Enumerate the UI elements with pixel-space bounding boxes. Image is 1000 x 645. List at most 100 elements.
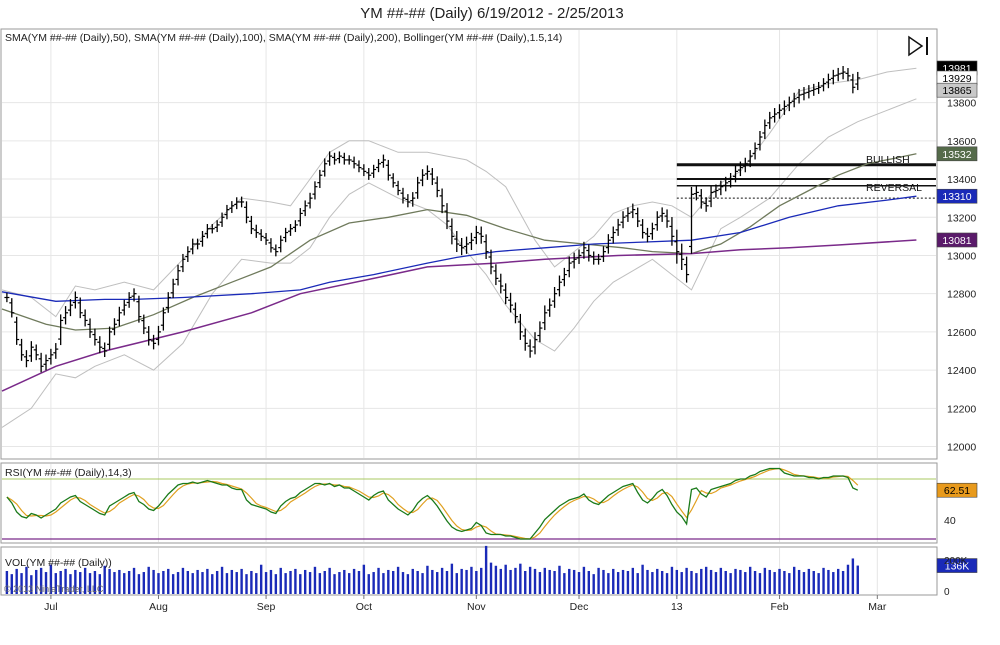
volume-bar (592, 574, 595, 594)
volume-bar (709, 569, 713, 594)
volume-bar (54, 573, 57, 594)
volume-bar (15, 568, 18, 594)
volume-bar (108, 568, 111, 594)
price-bar (415, 176, 421, 199)
price-bar (600, 246, 606, 262)
price-bar (796, 88, 802, 104)
price-bar (263, 233, 269, 245)
volume-bar (651, 572, 654, 594)
volume-bar (279, 567, 282, 594)
price-bar (737, 161, 743, 177)
price-bar (190, 238, 196, 255)
price-bar (312, 181, 318, 200)
price-tick-label: 13400 (947, 174, 976, 186)
volume-bar (533, 568, 537, 594)
volume-bar (362, 564, 366, 594)
volume-bar (313, 566, 317, 594)
volume-bar (836, 568, 840, 594)
price-bar (341, 152, 347, 165)
volume-bar (5, 571, 9, 594)
price-bar (542, 305, 548, 331)
volume-tick-0: 0 (944, 587, 950, 598)
volume-bar (152, 569, 155, 594)
price-bar (762, 119, 768, 140)
price-bar (268, 238, 274, 253)
rsi-value-tag: 62.51 (936, 482, 978, 498)
price-bar (786, 96, 792, 112)
price-value-tag-box (936, 232, 978, 248)
price-bar (302, 200, 308, 217)
volume-bar (211, 574, 214, 594)
volume-bar (59, 571, 62, 594)
volume-bar (602, 569, 605, 594)
volume-bar (20, 573, 23, 594)
volume-bar (88, 573, 92, 594)
volume-bar (607, 573, 610, 594)
price-bar (116, 306, 122, 327)
price-bar (107, 326, 113, 350)
month-tick-label: Jul (44, 601, 57, 613)
price-bar (234, 197, 240, 210)
price-bar (405, 194, 411, 208)
volume-bar (528, 566, 532, 594)
sma-blue-line (1, 195, 917, 302)
volume-bar (504, 564, 507, 594)
volume-bar (704, 566, 708, 594)
price-bar (703, 197, 709, 212)
price-bar (855, 71, 861, 91)
volume-bar (675, 569, 679, 594)
volume-bar (406, 574, 410, 594)
price-bar (33, 344, 39, 361)
volume-bar (338, 572, 341, 594)
price-bar (615, 218, 621, 236)
volume-bar (788, 573, 791, 594)
volume-bar (98, 574, 102, 594)
price-bar (625, 207, 631, 222)
price-bar (204, 224, 210, 239)
volume-bar (93, 571, 97, 594)
volume-bar (235, 572, 238, 594)
volume-bar (206, 568, 209, 594)
rsi-tick-label: 40 (944, 515, 956, 527)
price-bar (630, 203, 636, 219)
price-bar (380, 154, 386, 168)
price-value-tag-box (936, 188, 978, 204)
volume-bar (303, 569, 307, 594)
volume-bar (475, 571, 478, 594)
price-bar (728, 173, 734, 188)
volume-bar (450, 563, 454, 594)
price-bar (679, 243, 685, 270)
volume-bar (240, 568, 243, 594)
volume-bar (587, 571, 591, 594)
volume-bar (49, 564, 53, 594)
volume-bar (250, 571, 253, 594)
price-value-tag: 13081 (936, 232, 978, 248)
price-bar (390, 173, 396, 188)
volume-bar (299, 574, 302, 594)
volume-bar (137, 574, 141, 594)
scroll-end-icon[interactable] (908, 35, 928, 57)
price-bar (830, 69, 836, 85)
volume-bar (822, 567, 825, 594)
volume-bar (39, 567, 43, 594)
volume-bar (797, 569, 801, 594)
price-bar (816, 81, 822, 94)
volume-bar (387, 569, 390, 594)
price-bar (517, 313, 523, 340)
price-bar (327, 151, 333, 166)
volume-bar (157, 573, 160, 594)
price-bar (151, 334, 157, 350)
volume-bar (245, 574, 248, 594)
volume-value-tag-box (936, 558, 978, 573)
price-bar (199, 231, 205, 247)
price-value-tag: 13865 (936, 82, 978, 98)
price-bar (733, 165, 739, 183)
volume-bar (103, 565, 106, 594)
price-bar (322, 158, 328, 177)
volume-bar (269, 569, 273, 594)
volume-bar (572, 569, 576, 594)
price-bar (155, 325, 161, 346)
price-bar (777, 104, 783, 119)
price-bar (488, 249, 494, 275)
